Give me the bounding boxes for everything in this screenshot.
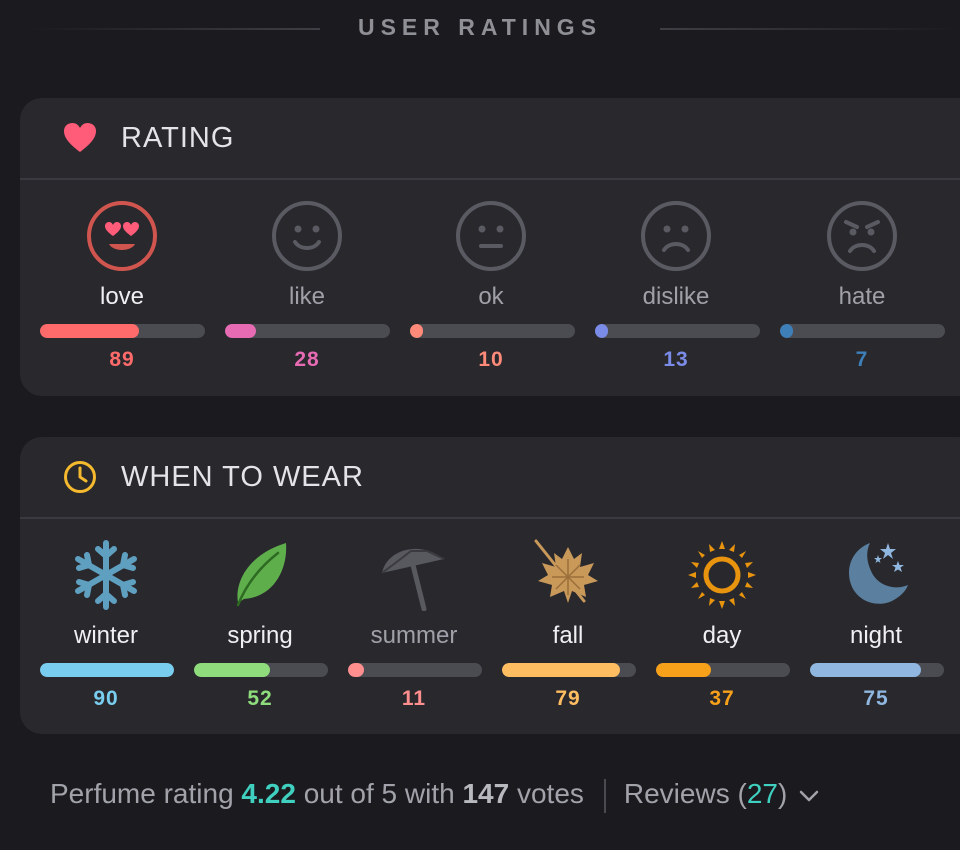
rating-label-dislike: dislike [642, 283, 710, 310]
rating-card: RATING love 89 like 28 [20, 98, 960, 396]
wear-bar-fill-fall [502, 663, 620, 677]
wear-label-night: night [849, 622, 903, 649]
when-to-wear-card: WHEN TO WEAR winter 90 spring [20, 437, 960, 734]
wear-count-day: 37 [709, 687, 735, 710]
wear-bar-fill-night [810, 663, 922, 677]
rating-count-love: 89 [109, 348, 135, 371]
rating-label-like: like [288, 283, 325, 310]
rating-bar-fill-ok [410, 324, 424, 338]
rating-bar-hate [780, 324, 945, 338]
heart-icon [64, 123, 96, 152]
wear-bar-fill-winter [40, 663, 174, 677]
header-divider-right [660, 28, 960, 30]
frown-face-icon [641, 201, 711, 271]
angry-face-icon [827, 201, 897, 271]
when-to-wear-card-header: WHEN TO WEAR [20, 437, 960, 519]
rating-count-like: 28 [294, 348, 320, 371]
chevron-down-icon[interactable] [797, 784, 821, 808]
leaf-icon [236, 543, 287, 607]
wear-bar-winter [40, 663, 174, 677]
wear-bar-fill-spring [194, 663, 271, 677]
wear-bar-fill-day [656, 663, 711, 677]
rating-bar-like [225, 324, 390, 338]
summary-prefix: Perfume rating [50, 778, 242, 809]
wear-count-summer: 11 [401, 687, 427, 710]
header-divider-left [30, 28, 320, 30]
rating-summary: Perfume rating 4.22 out of 5 with 147 vo… [50, 778, 821, 813]
user-ratings-header: USER RATINGS [0, 0, 960, 60]
heart-eyes-face-icon [87, 201, 157, 271]
rating-count-dislike: 13 [663, 348, 689, 371]
wear-label-day: day [702, 622, 742, 649]
footer-divider [603, 778, 606, 813]
neutral-face-icon [456, 201, 526, 271]
rating-bar-love [40, 324, 205, 338]
rating-bar-fill-dislike [595, 324, 609, 338]
rating-bar-ok [410, 324, 575, 338]
umbrella-icon [381, 548, 445, 611]
wear-count-fall: 79 [555, 687, 581, 710]
wear-bar-spring [194, 663, 328, 677]
reviews-count: 27 [746, 778, 778, 809]
user-ratings-title: USER RATINGS [357, 14, 603, 40]
rating-count-ok: 10 [478, 348, 504, 371]
sun-icon [688, 541, 756, 609]
wear-bar-fill-summer [348, 663, 365, 677]
rating-label-ok: ok [478, 283, 504, 310]
reviews-toggle[interactable]: Reviews (27) [624, 778, 821, 809]
summary-votes: 147 [462, 778, 510, 809]
rating-title: RATING [121, 122, 235, 154]
summary-middle: out of 5 with [295, 778, 463, 809]
maple-leaf-icon [534, 539, 598, 603]
wear-count-night: 75 [863, 687, 889, 710]
smile-face-icon [272, 201, 342, 271]
reviews-label: Reviews ( [623, 778, 747, 809]
wear-bar-day [656, 663, 790, 677]
wear-count-winter: 90 [93, 687, 119, 710]
rating-label-love: love [99, 283, 145, 310]
rating-card-header: RATING [20, 98, 960, 180]
rating-count-hate: 7 [855, 348, 869, 371]
wear-bar-summer [348, 663, 482, 677]
snowflake-icon [75, 540, 137, 610]
rating-label-hate: hate [838, 283, 886, 310]
wear-bar-fall [502, 663, 636, 677]
wear-label-spring: spring [227, 622, 293, 649]
rating-bar-dislike [595, 324, 760, 338]
wear-label-winter: winter [73, 622, 139, 649]
clock-icon [64, 461, 96, 493]
rating-bar-fill-like [225, 324, 257, 338]
rating-bar-fill-love [40, 324, 139, 338]
when-to-wear-title: WHEN TO WEAR [121, 461, 364, 493]
rating-bar-fill-hate [780, 324, 794, 338]
wear-label-summer: summer [370, 622, 458, 649]
wear-label-fall: fall [552, 622, 584, 649]
wear-count-spring: 52 [247, 687, 273, 710]
reviews-close: ) [777, 778, 788, 809]
summary-suffix: votes [509, 778, 584, 809]
wear-bar-night [810, 663, 944, 677]
moon-stars-icon [848, 543, 908, 604]
summary-score: 4.22 [241, 778, 296, 809]
